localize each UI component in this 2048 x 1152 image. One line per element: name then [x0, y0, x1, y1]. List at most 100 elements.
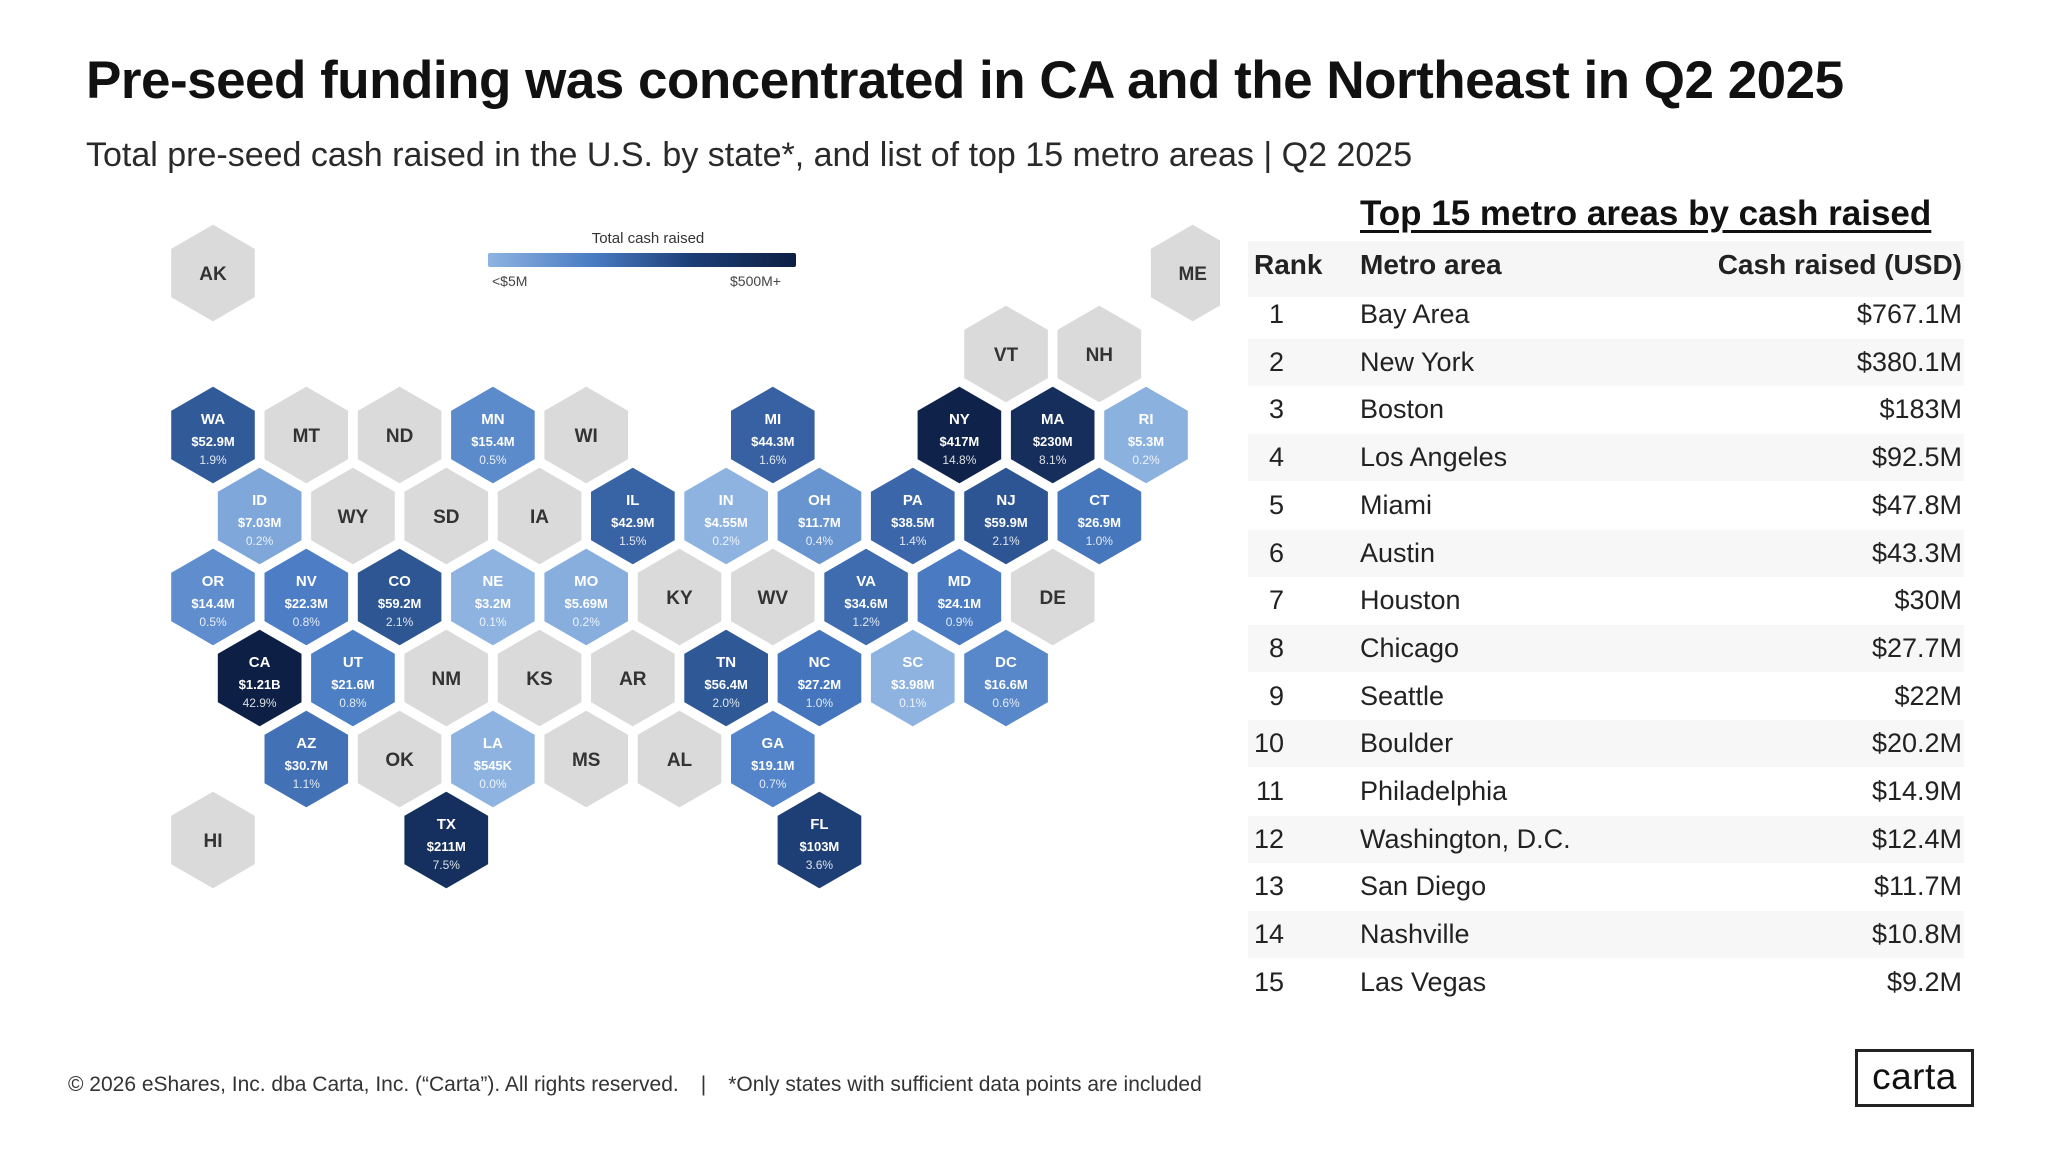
- state-cash: $22.3M: [285, 596, 328, 611]
- cash-cell: $47.8M: [1871, 489, 1962, 520]
- hex-map: AK ME VT NH WA $52.9M 1.9% MT ND MN $15.4M 0.5% WI MI…: [168, 221, 1220, 892]
- state-code: AK: [199, 264, 227, 285]
- state-code: ME: [1178, 264, 1207, 285]
- rank-cell: 10: [1253, 728, 1284, 759]
- state-code: KS: [526, 669, 552, 690]
- header-rank: Rank: [1254, 249, 1323, 280]
- state-hex-shape: [168, 545, 258, 649]
- state-hex-shape: [354, 545, 445, 649]
- state-code: MT: [293, 426, 321, 447]
- state-code: SD: [433, 507, 459, 528]
- state-hex-shape: [261, 383, 352, 487]
- footer: © 2026 eShares, Inc. dba Carta, Inc. (“C…: [68, 1073, 1202, 1097]
- metro-cell: Las Vegas: [1360, 966, 1487, 997]
- state-hex-shape: [588, 626, 678, 730]
- metro-cell: Bay Area: [1360, 299, 1470, 329]
- state-cash: $230M: [1033, 434, 1073, 449]
- state-hex-shape: [1101, 383, 1191, 487]
- state-hex-ks: KS: [494, 626, 585, 730]
- table-row: 12 Washington, D.C. $12.4M: [1248, 815, 1964, 863]
- state-hex-shape: [401, 788, 492, 892]
- table-row: 9 Seattle $22M: [1248, 673, 1964, 720]
- state-pct: 0.2%: [712, 534, 740, 548]
- state-pct: 0.4%: [806, 534, 834, 548]
- state-hex-me: ME: [1147, 221, 1220, 325]
- state-pct: 1.9%: [199, 453, 227, 467]
- state-cash: $103M: [800, 839, 840, 854]
- metro-cell: Philadelphia: [1360, 776, 1508, 806]
- state-hex-az: AZ $30.7M 1.1%: [261, 707, 352, 811]
- state-code: NE: [482, 573, 503, 590]
- state-hex-co: CO $59.2M 2.1%: [354, 545, 445, 649]
- state-code: ND: [386, 426, 413, 447]
- state-cash: $30.7M: [285, 758, 328, 773]
- state-code: FL: [810, 816, 828, 833]
- state-hex-shape: [867, 626, 958, 730]
- state-code: DE: [1039, 588, 1065, 609]
- state-hex-tx: TX $211M 7.5%: [401, 788, 492, 892]
- state-pct: 0.5%: [199, 615, 227, 629]
- state-code: KY: [666, 588, 693, 609]
- state-hex-shape: [494, 464, 585, 568]
- state-hex-shape: [541, 545, 631, 649]
- state-hex-ne: NE $3.2M 0.1%: [448, 545, 538, 649]
- legend-low-label: <$5M: [492, 273, 528, 289]
- state-hex-wv: WV: [728, 545, 818, 649]
- state-hex-shape: [728, 707, 818, 811]
- cash-cell: $27.7M: [1871, 632, 1962, 663]
- state-pct: 2.1%: [992, 534, 1020, 548]
- state-hex-dc: DC $16.6M 0.6%: [961, 626, 1051, 730]
- state-code: CO: [388, 573, 411, 590]
- state-pct: 1.0%: [806, 696, 834, 710]
- rank-cell: 12: [1253, 823, 1284, 854]
- cash-cell: $92.5M: [1871, 442, 1962, 473]
- state-code: UT: [343, 654, 363, 671]
- state-hex-ny: NY $417M 14.8%: [914, 383, 1005, 487]
- state-pct: 1.1%: [293, 777, 321, 791]
- state-hex-shape: [1054, 464, 1145, 568]
- state-hex-shape: [728, 545, 818, 649]
- cash-cell: $10.8M: [1871, 919, 1962, 950]
- state-hex-ga: GA $19.1M 0.7%: [728, 707, 818, 811]
- cash-cell: $20.2M: [1871, 728, 1962, 759]
- state-hex-shape: [308, 464, 398, 568]
- metro-cell: Washington, D.C.: [1360, 823, 1571, 854]
- state-hex-mn: MN $15.4M 0.5%: [448, 383, 538, 487]
- rank-cell: 4: [1268, 442, 1284, 473]
- state-hex-shape: [168, 221, 258, 325]
- rank-cell: 2: [1268, 346, 1284, 377]
- state-code: IN: [719, 492, 734, 509]
- metro-cell: Los Angeles: [1360, 442, 1508, 473]
- metro-cell: Seattle: [1360, 680, 1445, 711]
- state-hex-in: IN $4.55M 0.2%: [681, 464, 771, 568]
- state-hex-nh: NH: [1054, 302, 1145, 406]
- state-cash: $19.1M: [751, 758, 794, 773]
- state-pct: 0.1%: [479, 615, 507, 629]
- cash-cell: $183M: [1879, 394, 1962, 425]
- state-code: VT: [994, 345, 1019, 366]
- rank-cell: 15: [1253, 966, 1284, 997]
- state-code: NM: [432, 669, 462, 690]
- state-hex-shape: [961, 464, 1051, 568]
- state-cash: $14.4M: [191, 596, 234, 611]
- rank-cell: 7: [1268, 585, 1284, 616]
- state-code: IA: [530, 507, 549, 528]
- state-code: PA: [903, 492, 923, 509]
- state-hex-shape: [774, 788, 865, 892]
- state-hex-shape: [168, 383, 258, 487]
- state-hex-shape: [1147, 221, 1220, 325]
- state-cash: $3.98M: [891, 677, 934, 692]
- state-hex-shape: [774, 464, 865, 568]
- state-pct: 2.1%: [386, 615, 414, 629]
- state-hex-shape: [214, 626, 305, 730]
- state-hex-hi: HI: [168, 788, 258, 892]
- state-hex-ak: AK: [168, 221, 258, 325]
- state-code: CT: [1089, 492, 1109, 509]
- table-row: 13 San Diego $11.7M: [1248, 863, 1964, 910]
- state-cash: $16.6M: [984, 677, 1027, 692]
- table-header: Rank Metro area Cash raised (USD): [1248, 241, 1964, 297]
- state-hex-shape: [1007, 383, 1098, 487]
- table-row: 15 Las Vegas $9.2M: [1248, 959, 1964, 1006]
- state-hex-shape: [401, 464, 492, 568]
- state-pct: 0.9%: [946, 615, 974, 629]
